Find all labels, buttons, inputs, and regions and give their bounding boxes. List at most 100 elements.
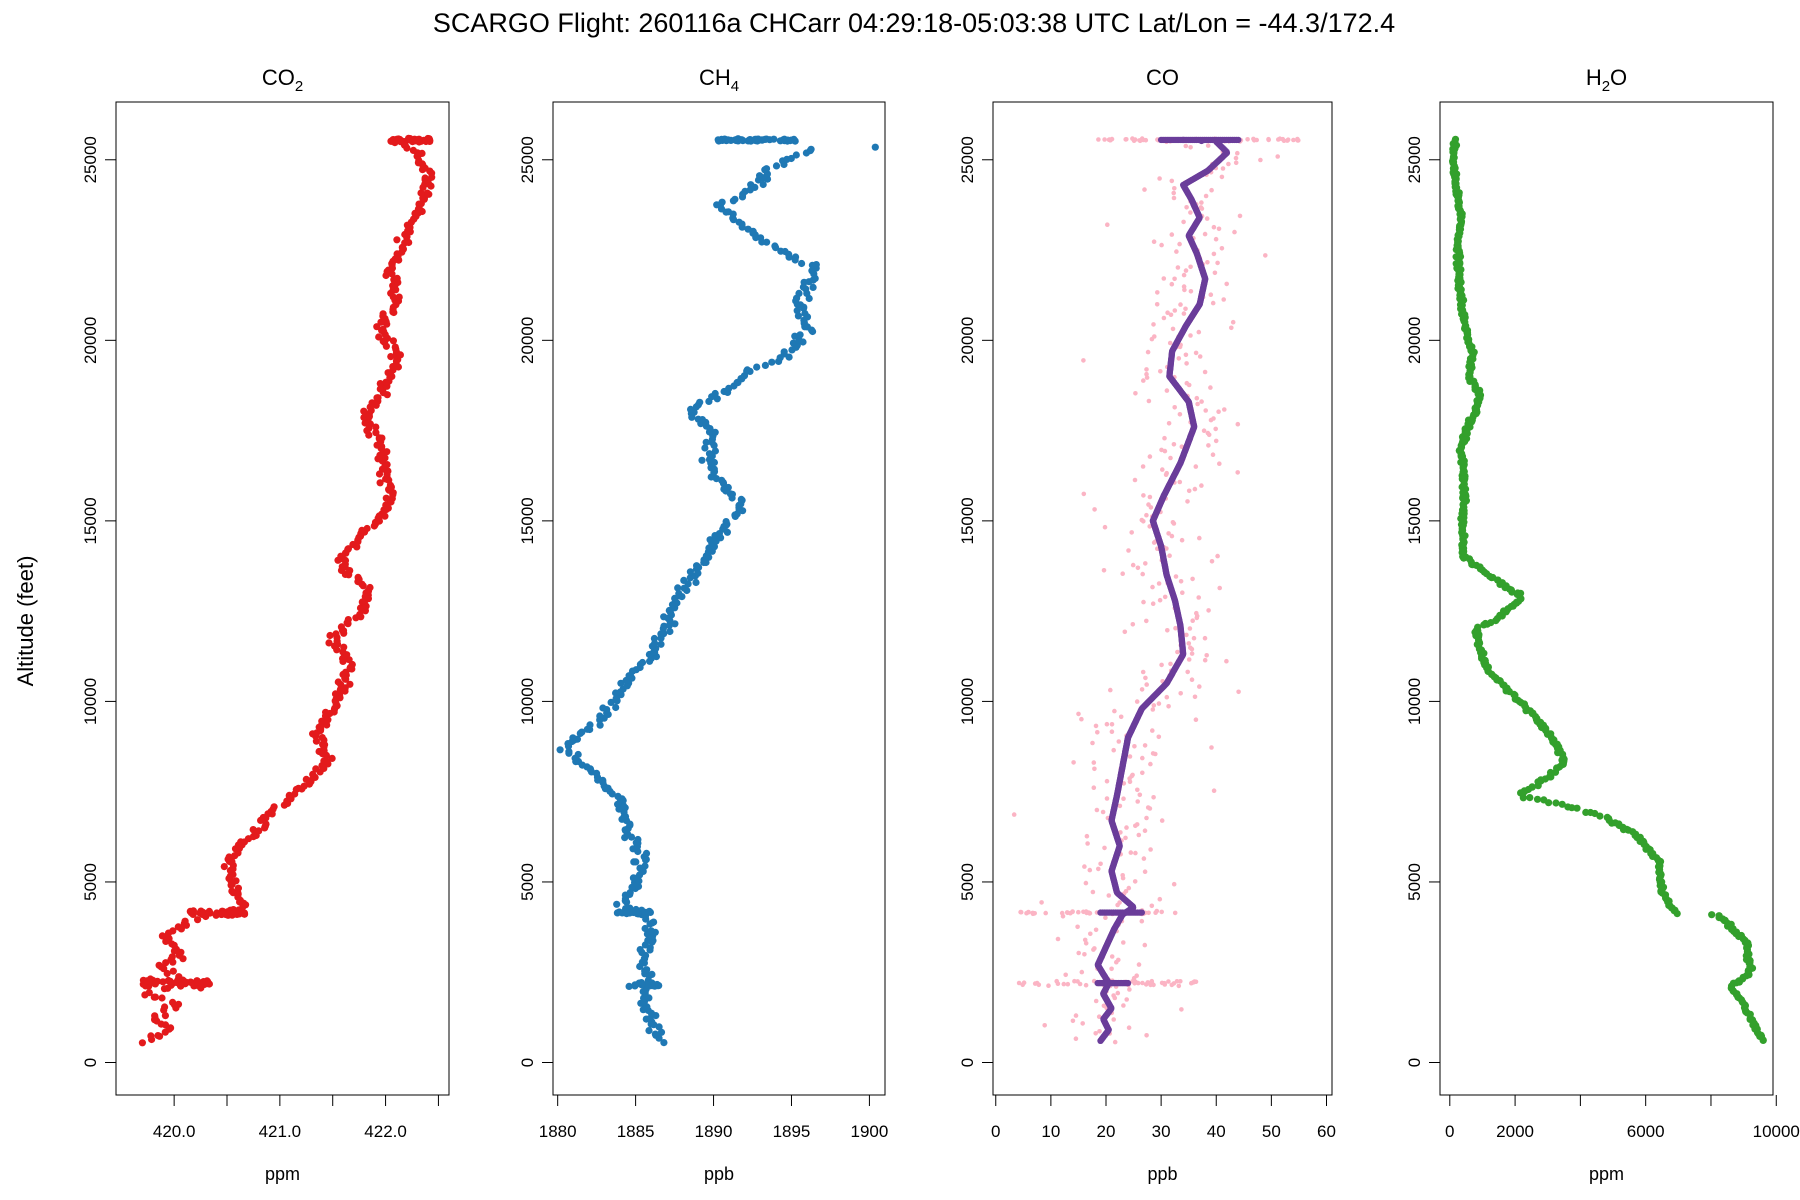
- data-point: [199, 910, 207, 918]
- data-point: [1159, 980, 1165, 986]
- data-point: [1132, 879, 1138, 884]
- data-point: [574, 750, 582, 759]
- x-tick-label: 50: [1262, 1122, 1281, 1141]
- data-point: [1079, 969, 1085, 975]
- data-point: [1213, 426, 1218, 432]
- data-point: [1130, 772, 1135, 778]
- data-point: [1188, 145, 1193, 150]
- data-point: [1144, 815, 1149, 821]
- data-point: [660, 613, 668, 621]
- figure-title: SCARGO Flight: 260116a CHCarr 04:29:18-0…: [433, 8, 1395, 38]
- data-point: [1149, 903, 1155, 909]
- data-point: [1251, 136, 1256, 142]
- data-point: [1216, 409, 1221, 415]
- data-point: [586, 721, 594, 729]
- data-point: [205, 907, 213, 916]
- data-point: [1219, 246, 1225, 251]
- data-point: [1143, 561, 1148, 566]
- data-point: [660, 630, 668, 638]
- data-point: [1087, 867, 1093, 873]
- data-point: [318, 717, 326, 725]
- data-point: [647, 927, 655, 935]
- data-point: [393, 274, 401, 282]
- data-point: [1222, 407, 1227, 412]
- data-point: [634, 835, 642, 844]
- data-point: [1175, 649, 1180, 655]
- panel-title-ch4: CH4: [699, 65, 739, 95]
- y-axis-h2o: 0 5000 10000 15000 20000 25000: [1405, 136, 1440, 1067]
- y-tick-label: 5000: [958, 863, 977, 901]
- data-point: [1186, 488, 1192, 494]
- x-tick-label: 1890: [695, 1122, 733, 1141]
- data-point: [1084, 833, 1090, 839]
- data-point: [1211, 224, 1217, 230]
- data-point: [1093, 998, 1099, 1004]
- data-point: [1054, 978, 1059, 984]
- data-point: [731, 195, 739, 203]
- data-point: [706, 536, 714, 544]
- data-point: [1135, 787, 1140, 793]
- panel-title-tail: O: [1610, 65, 1627, 90]
- data-point: [1235, 470, 1240, 475]
- data-point: [1079, 716, 1084, 722]
- panel-title-co2: CO2: [262, 65, 303, 95]
- data-point: [1127, 754, 1133, 759]
- data-point: [312, 765, 320, 773]
- data-point: [1193, 717, 1199, 722]
- data-point: [696, 398, 704, 406]
- y-tick-label: 0: [1405, 1058, 1424, 1067]
- data-point: [262, 820, 270, 828]
- data-point: [1124, 825, 1129, 830]
- data-point: [1291, 137, 1296, 143]
- data-point: [1199, 483, 1204, 488]
- y-tick-label: 20000: [1405, 317, 1424, 364]
- data-point: [1148, 761, 1153, 767]
- data-point: [812, 261, 820, 269]
- data-point: [1162, 435, 1167, 441]
- panel-title-subscript: 2: [295, 78, 303, 95]
- y-tick-label: 10000: [81, 678, 100, 725]
- data-point: [1205, 430, 1211, 436]
- data-point: [1226, 161, 1231, 167]
- data-point: [422, 137, 430, 146]
- data-point: [1142, 743, 1148, 748]
- data-point: [409, 146, 417, 154]
- data-point: [1277, 136, 1283, 141]
- data-point: [1558, 800, 1566, 808]
- data-point: [1123, 835, 1128, 841]
- data-point: [1199, 200, 1204, 205]
- data-point: [1161, 315, 1167, 321]
- data-point: [1147, 524, 1152, 529]
- data-point: [1171, 195, 1177, 201]
- data-point: [1112, 708, 1117, 714]
- data-point: [1144, 375, 1150, 380]
- data-point: [1092, 766, 1097, 772]
- data-point: [1134, 822, 1140, 827]
- data-point: [1183, 352, 1189, 358]
- data-point: [1194, 610, 1199, 616]
- data-point: [1039, 900, 1044, 905]
- data-point: [1216, 226, 1222, 232]
- data-point: [1024, 910, 1029, 916]
- panel-title-main: H: [1586, 65, 1602, 90]
- data-point: [1159, 447, 1164, 453]
- data-point: [1181, 311, 1187, 316]
- data-point: [1573, 804, 1581, 812]
- data-point: [1133, 850, 1138, 856]
- data-point: [1103, 915, 1108, 920]
- data-point: [1168, 455, 1173, 461]
- data-point: [1172, 405, 1177, 410]
- data-point: [318, 734, 326, 742]
- data-point: [713, 201, 721, 209]
- data-point: [1194, 395, 1200, 401]
- data-point: [1169, 533, 1175, 539]
- data-point: [354, 573, 362, 582]
- data-point: [1193, 350, 1199, 356]
- x-axis-co2: 420.0 421.0 422.0: [153, 1095, 439, 1141]
- data-point: [1136, 832, 1142, 838]
- y-tick-label: 10000: [1405, 678, 1424, 725]
- data-point: [680, 576, 688, 585]
- data-point: [1193, 464, 1199, 469]
- data-point: [1126, 885, 1132, 891]
- data-point: [1145, 805, 1151, 810]
